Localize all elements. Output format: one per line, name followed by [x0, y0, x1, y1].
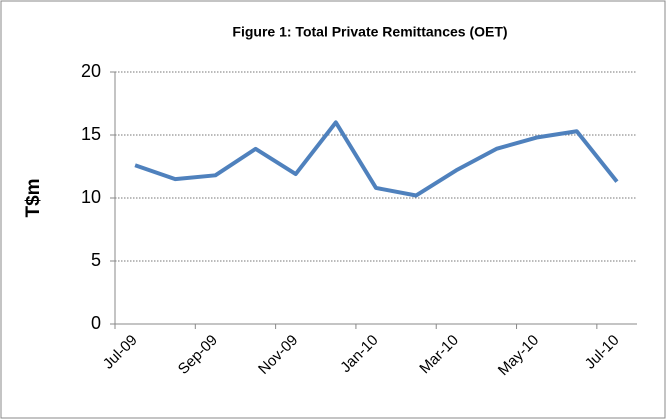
- y-tick-label: 10: [81, 187, 101, 207]
- y-tick-label: 15: [81, 124, 101, 144]
- chart-title: Figure 1: Total Private Remittances (OET…: [232, 24, 507, 40]
- y-tick-label: 20: [81, 61, 101, 81]
- y-tick-label: 5: [91, 250, 101, 270]
- line-series: [134, 120, 619, 198]
- y-tick-label: 0: [91, 313, 101, 333]
- y-axis-label: T$m: [23, 178, 44, 217]
